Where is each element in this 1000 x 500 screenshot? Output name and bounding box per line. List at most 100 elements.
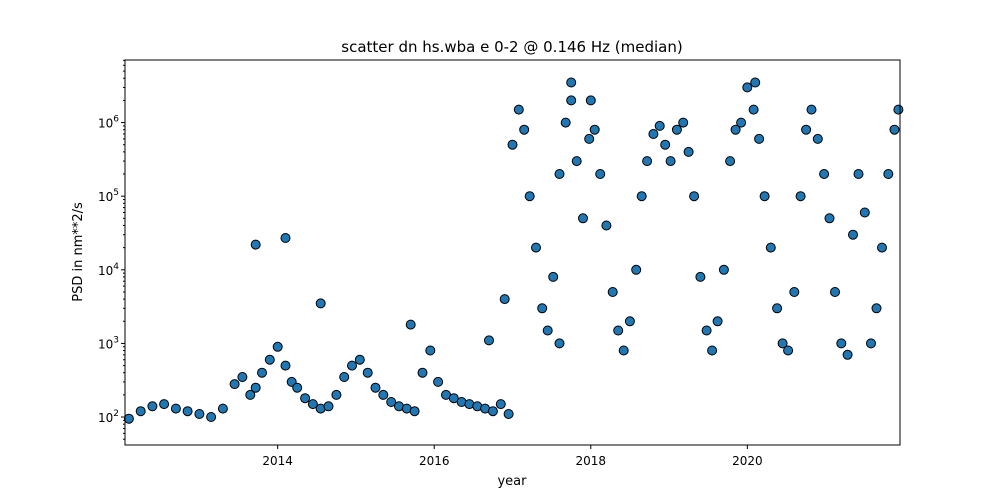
data-point (789, 287, 800, 297)
data-point (250, 382, 261, 393)
data-point (725, 156, 736, 167)
data-point (871, 303, 882, 314)
data-point (806, 104, 817, 115)
data-point (409, 406, 420, 417)
data-point (742, 82, 753, 93)
data-point (292, 382, 303, 393)
data-point (123, 413, 134, 424)
y-tick-label: 106 (98, 115, 119, 131)
data-point (257, 367, 267, 378)
data-point (812, 133, 823, 144)
data-point (566, 95, 577, 106)
data-point (893, 104, 904, 115)
data-point (537, 303, 548, 314)
data-point (748, 104, 759, 115)
data-point (730, 124, 741, 135)
data-point (889, 124, 900, 135)
data-point (701, 325, 712, 336)
data-point (665, 156, 676, 167)
data-point (859, 207, 870, 218)
data-point (571, 156, 582, 167)
data-point (323, 401, 334, 412)
data-point (712, 316, 723, 327)
data-point (777, 338, 788, 349)
data-point (842, 349, 853, 360)
data-point (307, 399, 318, 410)
data-point (417, 367, 428, 378)
data-point (589, 124, 600, 135)
data-point (433, 376, 444, 387)
data-point (548, 271, 559, 282)
data-point (159, 399, 170, 410)
data-point (759, 191, 770, 202)
data-point (339, 372, 350, 382)
data-point (671, 124, 682, 135)
y-tick-label: 102 (98, 409, 119, 425)
data-point (585, 95, 596, 106)
data-point (135, 406, 146, 417)
data-point (683, 146, 694, 157)
data-point (636, 191, 647, 202)
data-point (848, 229, 858, 240)
y-axis-label: PSD in nm**2/s (71, 202, 86, 302)
data-point (654, 120, 665, 131)
data-point (595, 169, 606, 179)
data-point (830, 287, 840, 297)
data-point (245, 389, 256, 400)
y-tick-label: 103 (98, 335, 119, 351)
data-point (877, 242, 887, 253)
data-point (584, 133, 595, 144)
data-point (206, 412, 217, 422)
data-point (801, 124, 812, 135)
data-point (883, 169, 894, 179)
data-point (554, 169, 565, 179)
data-point (642, 156, 653, 167)
data-point (182, 406, 193, 417)
data-point (370, 382, 381, 393)
data-point (378, 389, 389, 400)
data-point (531, 242, 541, 253)
x-axis-ticks: 2014 2016 2018 2020 (262, 445, 763, 468)
data-point (631, 264, 642, 275)
data-point (272, 341, 283, 352)
data-point (147, 401, 158, 412)
data-point (819, 169, 830, 179)
data-point (783, 345, 794, 356)
data-point (280, 360, 291, 371)
data-point (578, 213, 588, 224)
data-point (648, 129, 659, 139)
data-point (499, 294, 510, 305)
data-point (560, 117, 571, 128)
x-tick-label: 2014 (262, 454, 293, 468)
data-point (448, 393, 459, 404)
data-point (750, 77, 761, 88)
data-point (736, 117, 747, 128)
data-point (836, 338, 847, 349)
data-point (237, 372, 248, 382)
data-point (194, 409, 205, 419)
data-point (300, 393, 311, 404)
data-point (689, 191, 700, 202)
data-point (554, 338, 565, 349)
data-point (765, 242, 776, 253)
data-point (566, 77, 577, 88)
data-point (519, 124, 530, 135)
data-point (250, 239, 261, 250)
x-tick-label: 2020 (732, 454, 763, 468)
data-point (795, 191, 806, 202)
data-point (347, 360, 357, 371)
data-point (425, 345, 436, 356)
data-point (524, 191, 535, 202)
data-point (624, 316, 635, 327)
data-point (354, 354, 365, 365)
data-point (405, 319, 416, 330)
data-point (601, 220, 612, 231)
data-point (507, 139, 518, 150)
y-tick-label: 105 (98, 188, 119, 204)
data-point (495, 399, 506, 410)
data-point (331, 389, 342, 400)
data-point (718, 264, 729, 275)
data-point (824, 213, 835, 224)
data-point (315, 298, 326, 309)
